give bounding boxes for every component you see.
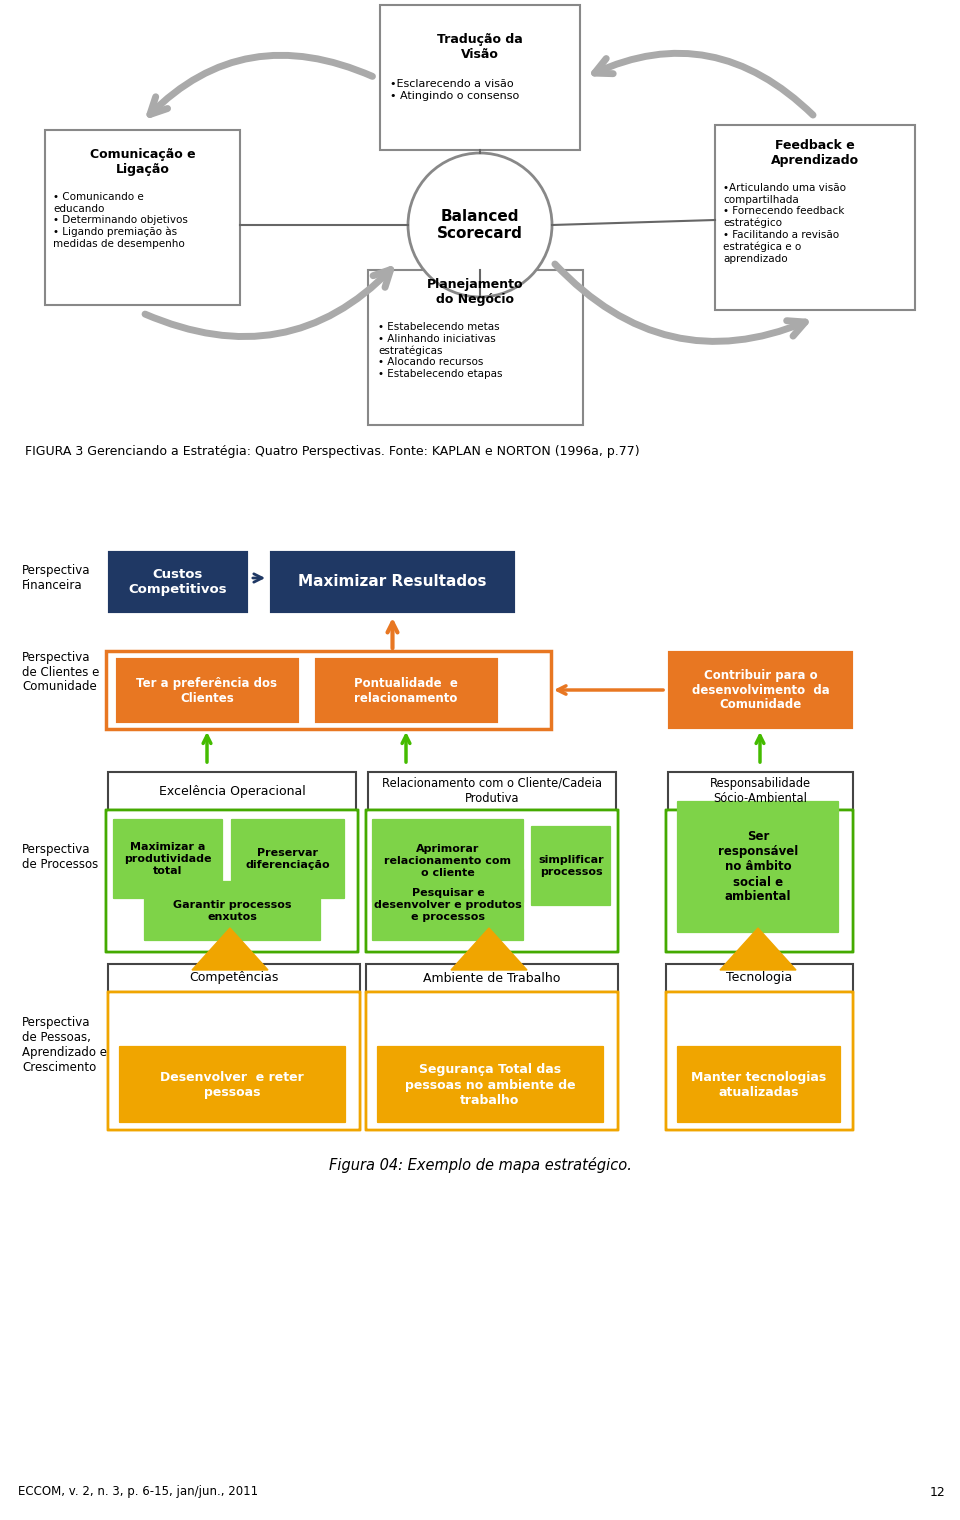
Text: Segurança Total das
pessoas no ambiente de
trabalho: Segurança Total das pessoas no ambiente … xyxy=(405,1064,575,1107)
FancyBboxPatch shape xyxy=(668,651,853,730)
Text: Pesquisar e
desenvolver e produtos
e processos: Pesquisar e desenvolver e produtos e pro… xyxy=(374,888,522,921)
Circle shape xyxy=(408,154,552,296)
Text: Tradução da
Visão: Tradução da Visão xyxy=(437,33,523,61)
Text: Maximizar a
produtividade
total: Maximizar a produtividade total xyxy=(124,842,212,876)
FancyBboxPatch shape xyxy=(108,993,360,1129)
Text: FIGURA 3 Gerenciando a Estratégia: Quatro Perspectivas. Fonte: KAPLAN e NORTON (: FIGURA 3 Gerenciando a Estratégia: Quatr… xyxy=(25,445,639,459)
Text: Figura 04: Exemplo de mapa estratégico.: Figura 04: Exemplo de mapa estratégico. xyxy=(328,1157,632,1173)
Text: Aprimorar
relacionamento com
o cliente: Aprimorar relacionamento com o cliente xyxy=(385,845,512,877)
Text: Comunicação e
Ligação: Comunicação e Ligação xyxy=(89,147,195,176)
Text: Responsabilidade
Sócio-Ambiental: Responsabilidade Sócio-Ambiental xyxy=(710,777,811,806)
Text: Manter tecnologias
atualizadas: Manter tecnologias atualizadas xyxy=(691,1072,827,1099)
Text: Custos
Competitivos: Custos Competitivos xyxy=(129,568,228,596)
FancyBboxPatch shape xyxy=(108,550,248,613)
Text: Perspectiva
de Clientes e
Comunidade: Perspectiva de Clientes e Comunidade xyxy=(22,651,100,693)
Text: Preservar
diferenciação: Preservar diferenciação xyxy=(246,848,330,869)
FancyBboxPatch shape xyxy=(666,993,853,1129)
Text: •Esclarecendo a visão
• Atingindo o consenso: •Esclarecendo a visão • Atingindo o cons… xyxy=(390,79,519,100)
Bar xyxy=(108,772,356,810)
Text: Desenvolver  e reter
pessoas: Desenvolver e reter pessoas xyxy=(160,1072,304,1099)
FancyBboxPatch shape xyxy=(116,658,300,724)
Bar xyxy=(668,772,853,810)
FancyBboxPatch shape xyxy=(120,1047,345,1122)
Text: Planejamento
do Negócio: Planejamento do Negócio xyxy=(427,278,524,306)
FancyBboxPatch shape xyxy=(532,827,611,904)
Text: Ambiente de Trabalho: Ambiente de Trabalho xyxy=(423,971,561,985)
FancyBboxPatch shape xyxy=(366,810,618,952)
FancyBboxPatch shape xyxy=(378,1047,603,1122)
FancyBboxPatch shape xyxy=(372,819,523,901)
Text: Ter a preferência dos
Clientes: Ter a preferência dos Clientes xyxy=(136,676,277,705)
Polygon shape xyxy=(192,929,268,970)
FancyBboxPatch shape xyxy=(106,810,358,952)
Text: Relacionamento com o Cliente/Cadeia
Produtiva: Relacionamento com o Cliente/Cadeia Prod… xyxy=(382,777,602,806)
Text: Feedback e
Aprendizado: Feedback e Aprendizado xyxy=(771,138,859,167)
FancyBboxPatch shape xyxy=(678,1047,840,1122)
Text: Maximizar Resultados: Maximizar Resultados xyxy=(299,575,487,590)
Text: Contribuir para o
desenvolvimento  da
Comunidade: Contribuir para o desenvolvimento da Com… xyxy=(691,669,829,711)
FancyBboxPatch shape xyxy=(270,550,516,613)
Bar xyxy=(108,964,360,993)
FancyBboxPatch shape xyxy=(232,819,344,898)
Bar xyxy=(380,5,580,150)
FancyBboxPatch shape xyxy=(666,810,853,952)
FancyBboxPatch shape xyxy=(114,819,222,898)
Text: Balanced
Scorecard: Balanced Scorecard xyxy=(437,208,523,242)
Text: Ser
responsável
no âmbito
social e
ambiental: Ser responsável no âmbito social e ambie… xyxy=(718,830,798,903)
FancyBboxPatch shape xyxy=(366,993,618,1129)
Text: • Comunicando e
educando
• Determinando objetivos
• Ligando premiação às
medidas: • Comunicando e educando • Determinando … xyxy=(53,192,188,249)
Text: Garantir processos
enxutos: Garantir processos enxutos xyxy=(173,900,291,921)
FancyBboxPatch shape xyxy=(372,869,523,939)
Bar xyxy=(366,964,618,993)
Text: •Articulando uma visão
compartilhada
• Fornecendo feedback
estratégico
• Facilit: •Articulando uma visão compartilhada • F… xyxy=(723,182,846,264)
Bar xyxy=(715,125,915,310)
Text: ECCOM, v. 2, n. 3, p. 6-15, jan/jun., 2011: ECCOM, v. 2, n. 3, p. 6-15, jan/jun., 20… xyxy=(18,1485,258,1499)
Polygon shape xyxy=(720,929,796,970)
Text: simplificar
processos: simplificar processos xyxy=(539,856,604,877)
Text: Excelência Operacional: Excelência Operacional xyxy=(158,784,305,798)
Text: Perspectiva
Financeira: Perspectiva Financeira xyxy=(22,564,90,591)
Bar xyxy=(368,772,616,810)
Bar xyxy=(45,131,240,306)
Text: • Estabelecendo metas
• Alinhando iniciativas
estratégicas
• Alocando recursos
•: • Estabelecendo metas • Alinhando inicia… xyxy=(378,322,502,378)
Text: Tecnologia: Tecnologia xyxy=(727,971,793,985)
Text: Perspectiva
de Processos: Perspectiva de Processos xyxy=(22,844,98,871)
Bar xyxy=(368,271,583,426)
FancyBboxPatch shape xyxy=(678,803,838,932)
FancyBboxPatch shape xyxy=(145,882,320,939)
Bar xyxy=(666,964,853,993)
Bar xyxy=(106,651,551,730)
Text: Competências: Competências xyxy=(189,971,278,985)
Text: 12: 12 xyxy=(929,1485,945,1499)
FancyBboxPatch shape xyxy=(315,658,498,724)
Text: Perspectiva
de Pessoas,
Aprendizado e
Crescimento: Perspectiva de Pessoas, Aprendizado e Cr… xyxy=(22,1015,107,1075)
Text: Pontualidade  e
relacionamento: Pontualidade e relacionamento xyxy=(354,676,458,705)
Polygon shape xyxy=(451,929,527,970)
